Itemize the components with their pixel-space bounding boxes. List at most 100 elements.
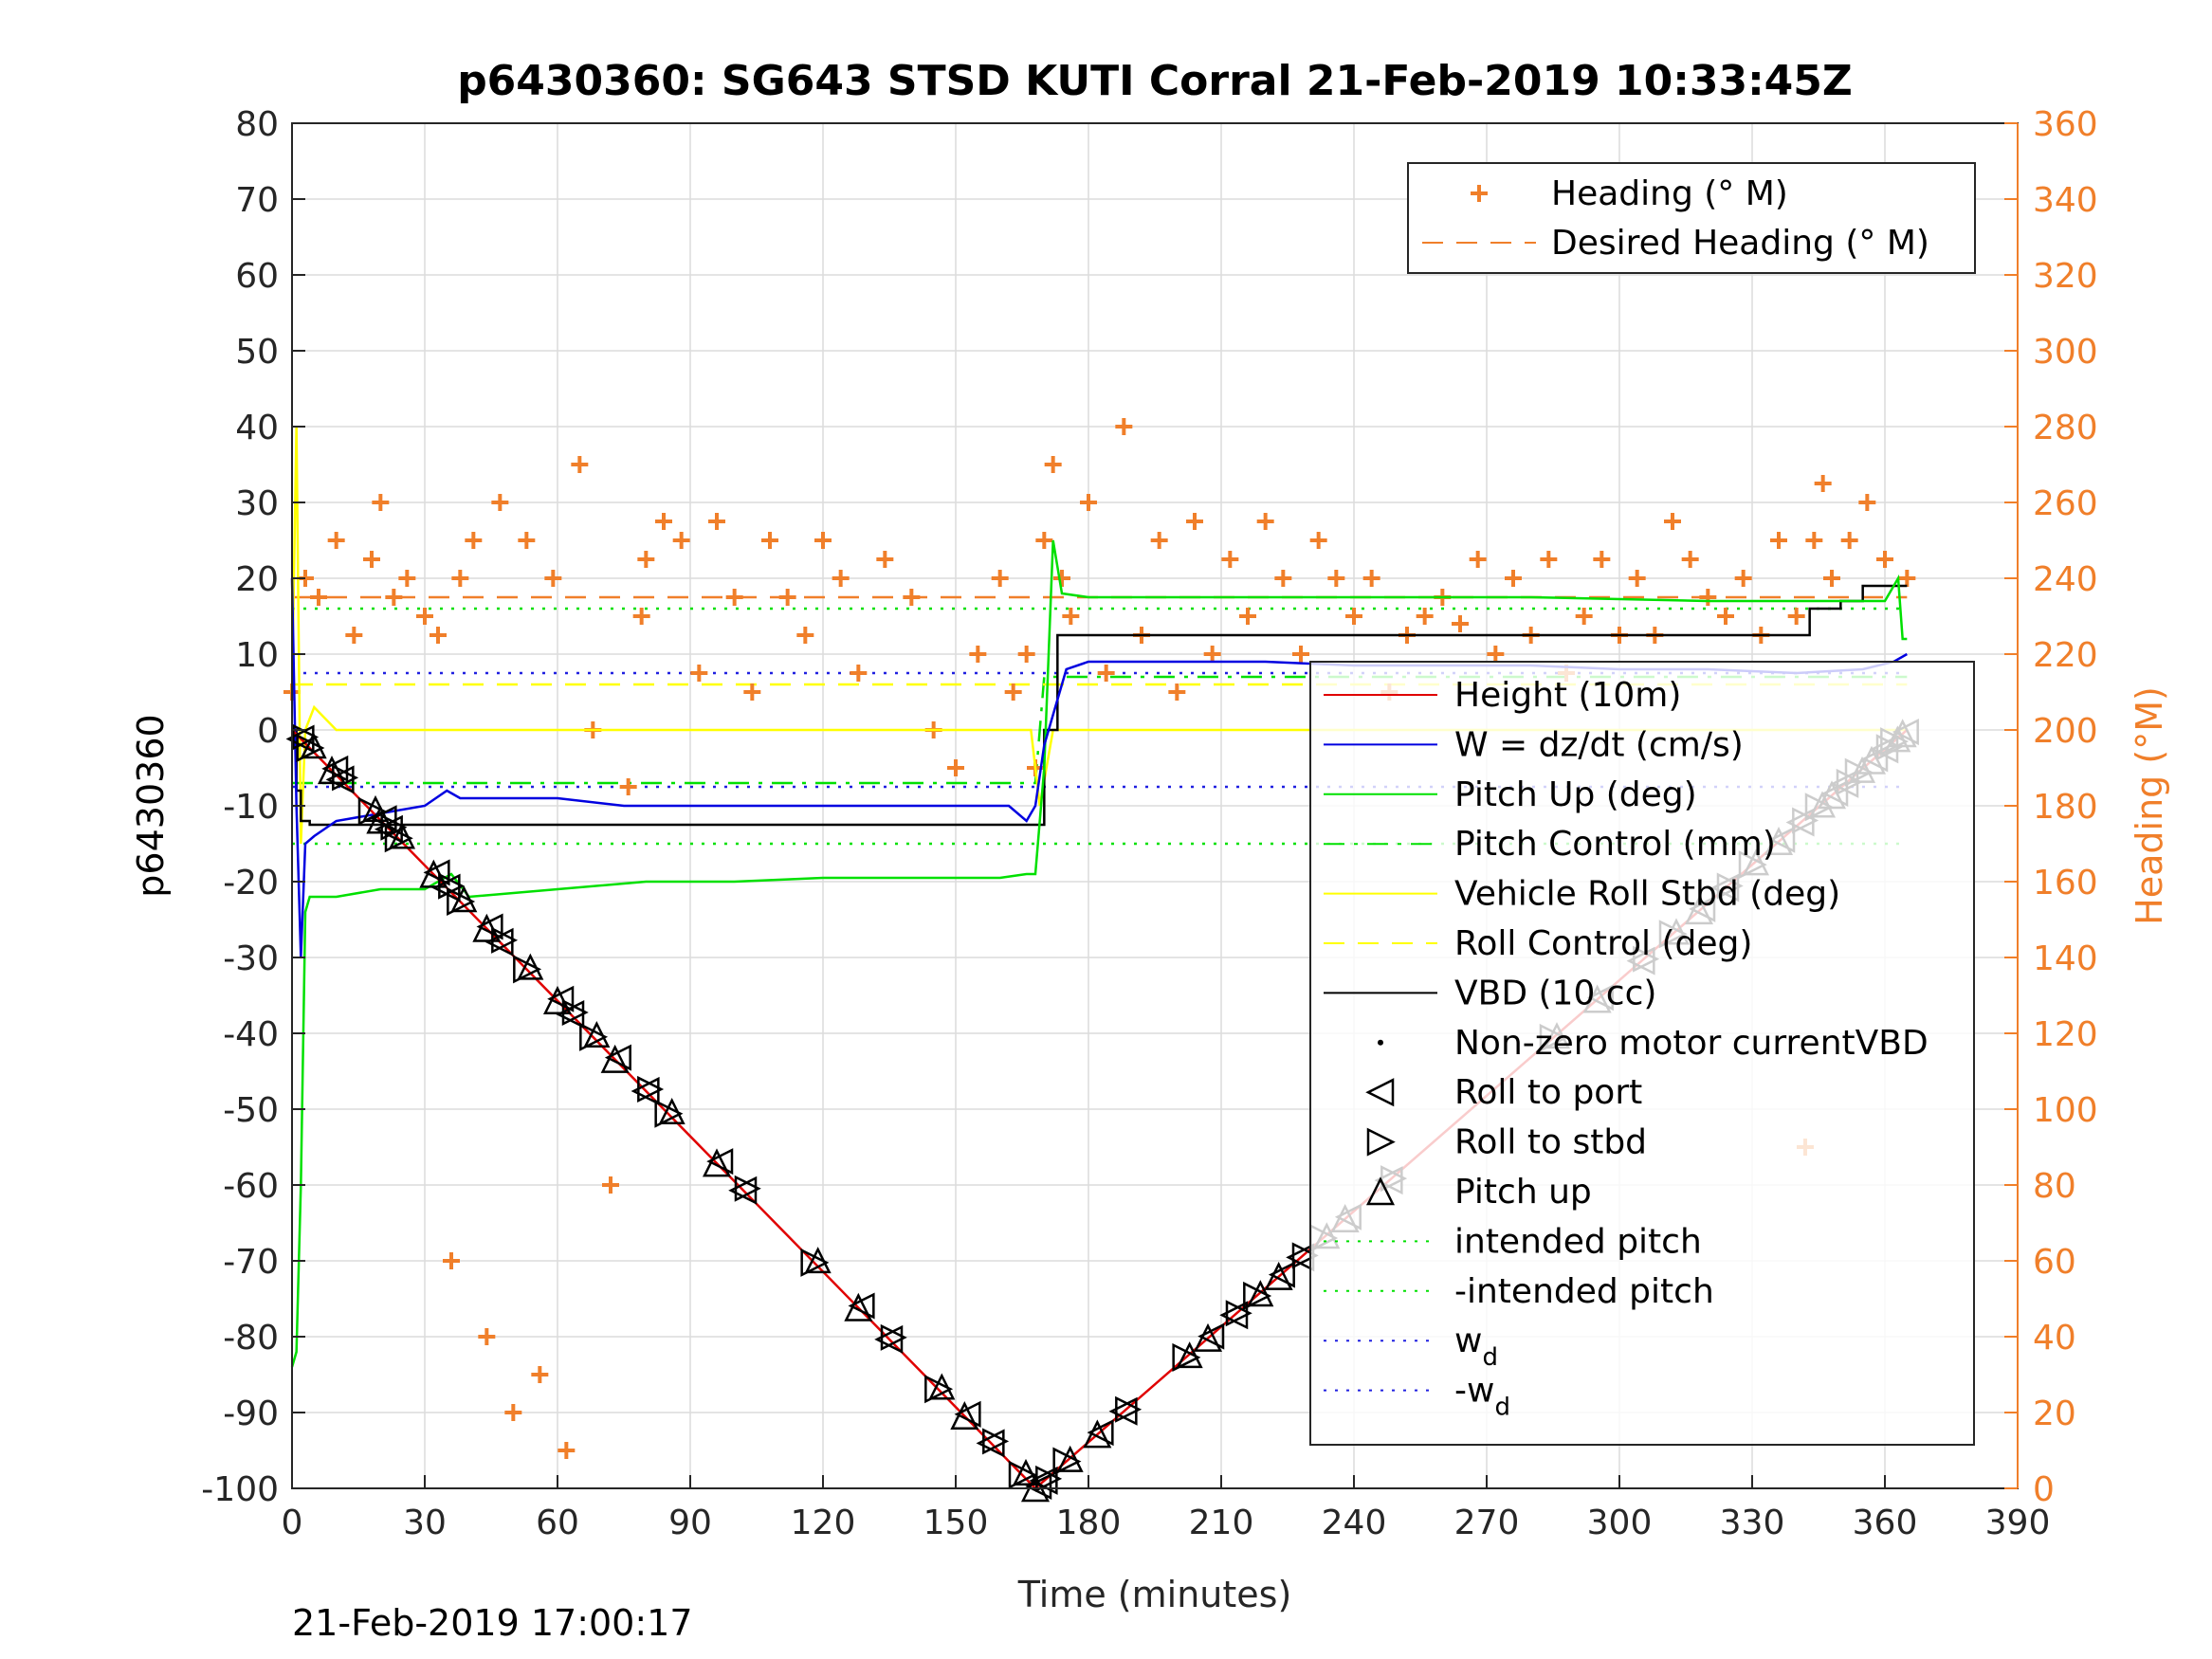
- heading-point: [1115, 418, 1133, 435]
- heading-point: [398, 570, 416, 587]
- heading-point: [1416, 608, 1434, 625]
- y2-tick-label: 320: [2033, 257, 2098, 296]
- heading-point: [1004, 684, 1022, 701]
- y2-tick-label: 180: [2033, 788, 2098, 827]
- roll-pitch-marker: [1012, 1458, 1040, 1486]
- x-tick-label: 300: [1587, 1504, 1653, 1542]
- roll-pitch-marker: [1176, 1341, 1203, 1369]
- heading-point: [385, 589, 403, 606]
- x-tick-label: 150: [923, 1504, 989, 1542]
- heading-point: [778, 589, 796, 606]
- x-tick-label: 360: [1853, 1504, 1918, 1542]
- series-pitch-up-deg: [290, 539, 1908, 1368]
- legend-swatch: [1471, 185, 1488, 202]
- x-axis-ticks: 0 30 60 90 120 150 180 210 240 270 300 330 360 390: [282, 1475, 2051, 1542]
- x-tick-label: 120: [791, 1504, 856, 1542]
- roll-pitch-marker: [423, 859, 450, 886]
- roll-pitch-marker: [1115, 1395, 1143, 1423]
- heading-point: [1452, 615, 1469, 632]
- heading-point: [544, 570, 562, 587]
- y-tick-label: -80: [223, 1319, 279, 1358]
- y2-tick-label: 360: [2033, 105, 2098, 144]
- roll-pitch-marker: [450, 885, 478, 913]
- roll-pitch-marker: [848, 1292, 875, 1320]
- roll-pitch-marker: [804, 1247, 832, 1274]
- heading-point: [327, 532, 345, 549]
- y2-tick-label: 100: [2033, 1091, 2098, 1130]
- y2-tick-label: 280: [2033, 409, 2098, 447]
- heading-point: [1805, 532, 1823, 549]
- roll-pitch-marker: [517, 953, 544, 980]
- y-axis-ticks: 80 70 60 50 40 30 20 10 0 -10 -20 -30 -40 -50 -60 -70 -8…: [201, 105, 305, 1509]
- legend-label: Vehicle Roll Stbd (deg): [1454, 875, 1840, 914]
- heading-point: [518, 532, 536, 549]
- y-tick-label: -20: [223, 864, 279, 902]
- legend-label: -intended pitch: [1454, 1272, 1714, 1311]
- x-tick-label: 240: [1322, 1504, 1387, 1542]
- y-tick-label: 70: [235, 181, 279, 220]
- heading-point: [1734, 570, 1752, 587]
- roll-pitch-marker: [321, 755, 349, 782]
- heading-point: [571, 456, 589, 473]
- roll-pitch-marker: [658, 1097, 686, 1125]
- heading-point: [1787, 608, 1805, 625]
- heading-point: [655, 513, 672, 530]
- legend-label-subscript: d: [1494, 1394, 1510, 1422]
- heading-point: [850, 665, 868, 682]
- y-tick-label: -10: [223, 788, 279, 827]
- y-tick-label: -90: [223, 1395, 279, 1433]
- roll-pitch-marker: [547, 985, 575, 1012]
- heading-point: [1168, 684, 1186, 701]
- x-tick-label: 180: [1056, 1504, 1122, 1542]
- roll-pitch-marker: [1056, 1445, 1084, 1472]
- footer-timestamp: 21-Feb-2019 17:00:17: [292, 1602, 693, 1644]
- heading-point: [1664, 513, 1681, 530]
- heading-point: [832, 570, 850, 587]
- y2-tick-label: 220: [2033, 636, 2098, 675]
- y-tick-label: 50: [235, 333, 279, 372]
- heading-point: [690, 665, 708, 682]
- heading-point: [1681, 551, 1699, 568]
- heading-point: [345, 627, 363, 644]
- heading-point: [1274, 570, 1292, 587]
- heading-point: [1487, 646, 1505, 663]
- legend-label: Pitch Up (deg): [1454, 775, 1697, 814]
- heading-point: [430, 627, 447, 644]
- heading-point: [1540, 551, 1558, 568]
- y2-tick-label: 200: [2033, 712, 2098, 751]
- heading-point: [1203, 646, 1221, 663]
- heading-point: [1044, 456, 1062, 473]
- heading-point: [1309, 532, 1327, 549]
- legend-main-items: Height (10m) W = dz/dt (cm/s) Pitch Up (de…: [1324, 676, 1929, 1422]
- roll-pitch-marker: [928, 1373, 956, 1400]
- x-axis-label: Time (minutes): [1017, 1574, 1292, 1615]
- heading-point: [1256, 513, 1274, 530]
- y2-tick-label: 20: [2033, 1395, 2076, 1433]
- y2-tick-label: 120: [2033, 1015, 2098, 1054]
- heading-point: [1898, 570, 1916, 587]
- legend-swatch: [1378, 1039, 1383, 1046]
- heading-point: [743, 684, 761, 701]
- legend-swatch: [1365, 1176, 1396, 1206]
- legend-swatch: [1366, 1127, 1396, 1157]
- roll-pitch-marker: [300, 732, 327, 759]
- y2-tick-label: 240: [2033, 560, 2098, 599]
- y2-tick-label: 40: [2033, 1319, 2076, 1358]
- heading-point: [947, 759, 964, 776]
- heading-point: [504, 1404, 522, 1421]
- legend-label-subscript: d: [1482, 1343, 1498, 1372]
- legend-label: Pitch Control (mm): [1454, 825, 1776, 864]
- heading-point: [443, 1252, 460, 1269]
- x-tick-label: 390: [1985, 1504, 2051, 1542]
- legend-main: Height (10m) W = dz/dt (cm/s) Pitch Up (de…: [1309, 661, 1975, 1446]
- y2-tick-label: 80: [2033, 1167, 2076, 1206]
- heading-point: [1292, 646, 1309, 663]
- heading-point: [1469, 551, 1487, 568]
- heading-point: [1823, 570, 1840, 587]
- y-tick-label: 40: [235, 409, 279, 447]
- heading-point: [1699, 589, 1717, 606]
- y-tick-label: -40: [223, 1015, 279, 1054]
- y2-tick-label: 340: [2033, 181, 2098, 220]
- y2-tick-label: 260: [2033, 484, 2098, 523]
